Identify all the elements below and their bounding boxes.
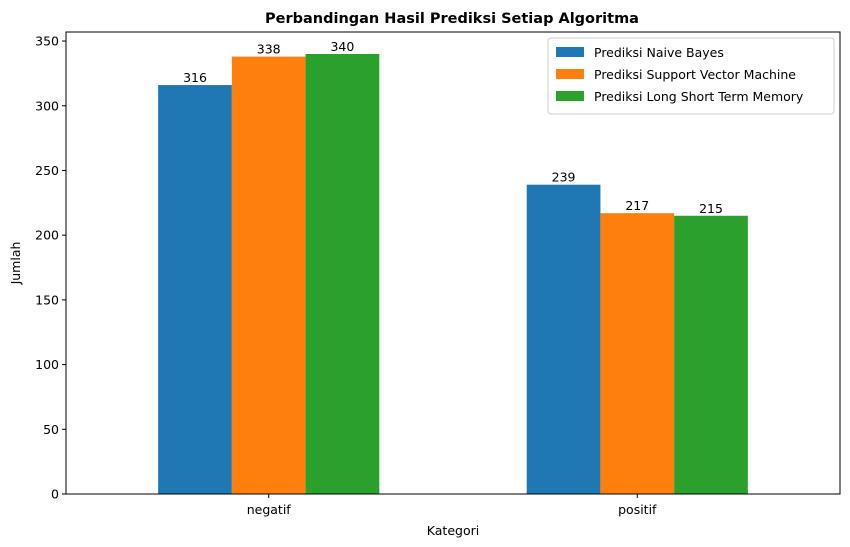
y-tick-label: 100	[35, 357, 59, 372]
bar-negatif-series-3	[305, 54, 380, 494]
y-tick-label: 250	[35, 163, 59, 178]
y-tick-label: 300	[35, 98, 59, 113]
legend-entry-label: Prediksi Long Short Term Memory	[594, 89, 804, 104]
x-axis: negatif positif	[247, 494, 657, 517]
chart-title: Perbandingan Hasil Prediksi Setiap Algor…	[265, 11, 639, 27]
bar-negatif-series-2	[231, 56, 306, 495]
legend-entry-label: Prediksi Support Vector Machine	[594, 67, 796, 82]
y-tick-label: 50	[43, 422, 59, 437]
bars-group	[158, 54, 748, 495]
legend-swatch	[556, 91, 584, 101]
data-label: 316	[183, 70, 207, 85]
y-tick-label: 150	[35, 292, 59, 307]
data-label: 338	[257, 42, 281, 57]
plot-frame	[65, 31, 841, 495]
legend-box	[547, 37, 835, 115]
legend: Prediksi Naive Bayes Prediksi Support Vec…	[547, 37, 835, 115]
legend-entry-label: Prediksi Naive Bayes	[594, 45, 724, 60]
legend-swatch	[556, 69, 584, 79]
bar-positif-series-1	[526, 184, 601, 495]
y-tick-label: 200	[35, 228, 59, 243]
bar-positif-series-2	[600, 213, 675, 495]
data-label: 239	[552, 170, 576, 185]
y-tick-label: 0	[51, 487, 59, 502]
x-tick-label: positif	[618, 502, 657, 517]
bar-positif-series-3	[674, 215, 748, 494]
data-label: 215	[699, 201, 723, 216]
data-labels-group: 316 239 338 217 340 215	[183, 39, 723, 216]
data-label: 340	[330, 39, 354, 54]
x-tick-label: negatif	[247, 502, 292, 517]
data-label: 217	[625, 198, 649, 213]
x-axis-label: Kategori	[427, 523, 479, 538]
bar-negatif-series-1	[158, 85, 232, 494]
y-tick-label: 350	[35, 34, 59, 49]
y-axis: 0 50 100 150 200 250 300 350	[35, 34, 66, 502]
y-axis-label: Jumlah	[8, 242, 23, 286]
legend-swatch	[556, 47, 584, 57]
